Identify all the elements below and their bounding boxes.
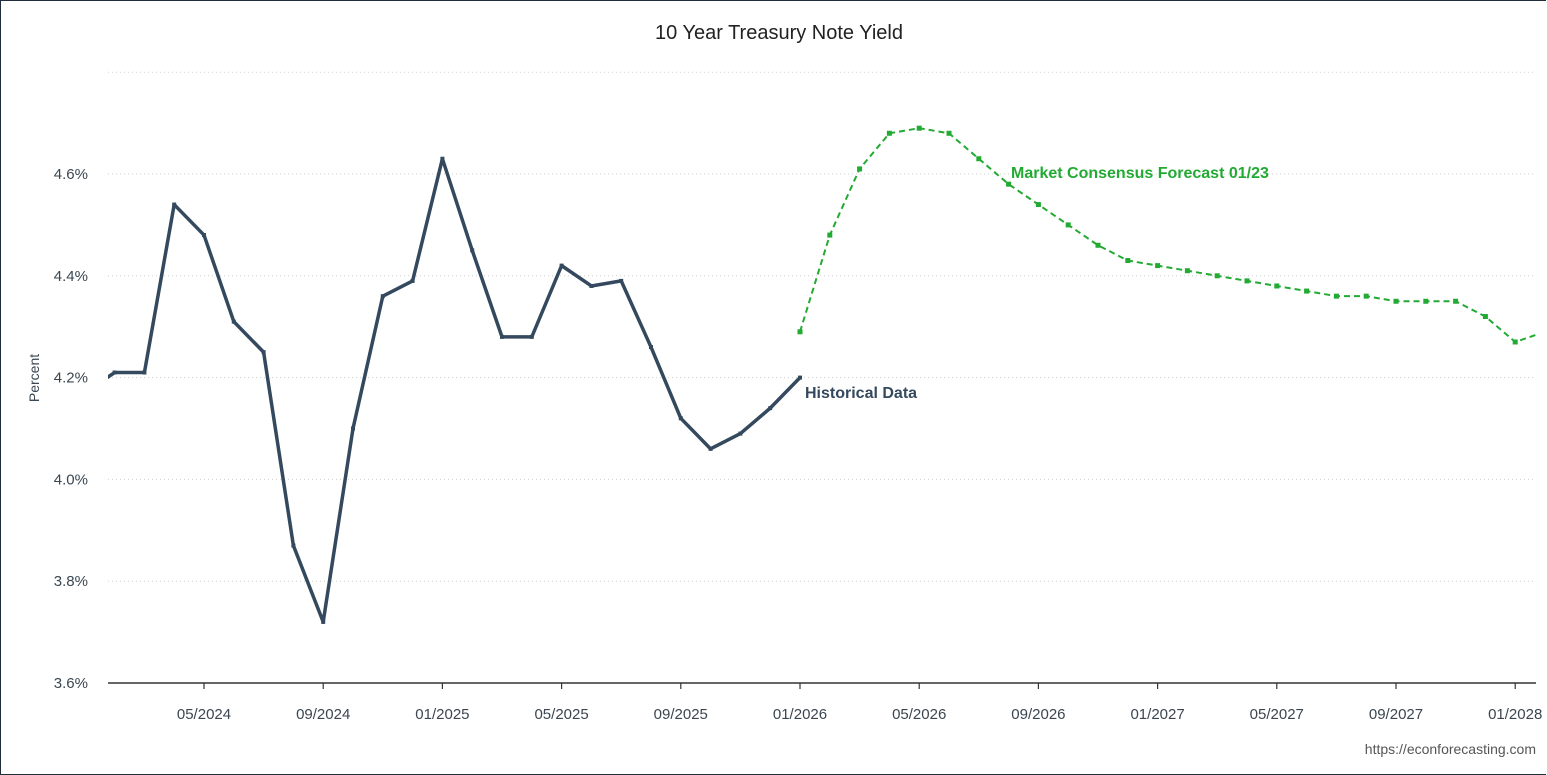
historical-line bbox=[108, 156, 802, 624]
x-tick-label: 01/2027 bbox=[1130, 706, 1184, 723]
x-tick-label: 09/2025 bbox=[654, 706, 708, 723]
historical-point bbox=[231, 319, 236, 324]
x-tick-label: 09/2027 bbox=[1369, 706, 1423, 723]
forecast-point bbox=[1453, 298, 1459, 304]
forecast-point bbox=[1423, 298, 1429, 304]
forecast-annotation: Market Consensus Forecast 01/23 bbox=[1011, 165, 1269, 182]
forecast-point bbox=[1184, 268, 1190, 274]
historical-point bbox=[112, 370, 117, 375]
historical-point bbox=[321, 619, 326, 624]
historical-point bbox=[768, 406, 773, 411]
forecast-series bbox=[797, 125, 1547, 345]
historical-point bbox=[619, 278, 624, 283]
historical-point bbox=[470, 248, 475, 253]
y-tick-label: 3.6% bbox=[54, 675, 88, 692]
historical-point bbox=[261, 350, 266, 355]
forecast-point bbox=[857, 166, 863, 172]
x-tick-label: 09/2026 bbox=[1011, 706, 1065, 723]
forecast-point bbox=[1304, 288, 1310, 294]
forecast-point bbox=[1214, 273, 1220, 279]
source-credit: https://econforecasting.com bbox=[1365, 741, 1536, 757]
forecast-point bbox=[1363, 293, 1369, 299]
x-tick-label: 09/2024 bbox=[296, 706, 350, 723]
plot-area bbox=[83, 125, 1547, 624]
forecast-point bbox=[1035, 202, 1041, 208]
historical-point bbox=[798, 375, 802, 380]
forecast-point bbox=[1155, 263, 1161, 269]
forecast-point bbox=[946, 130, 952, 136]
historical-point bbox=[529, 334, 534, 339]
y-axis-label: Percent bbox=[26, 354, 42, 402]
y-tick-label: 4.0% bbox=[54, 471, 88, 488]
y-tick-label: 4.6% bbox=[54, 166, 88, 183]
forecast-point bbox=[1393, 298, 1399, 304]
x-tick-label: 05/2026 bbox=[892, 706, 946, 723]
grid-lines bbox=[108, 71, 1536, 582]
forecast-point bbox=[1274, 283, 1280, 289]
historical-point bbox=[440, 156, 445, 161]
historical-point bbox=[410, 278, 415, 283]
forecast-point bbox=[1125, 258, 1131, 264]
x-tick-label: 05/2024 bbox=[177, 706, 231, 723]
y-tick-label: 4.4% bbox=[54, 268, 88, 285]
forecast-point bbox=[1065, 222, 1071, 228]
historical-point bbox=[559, 263, 564, 268]
forecast-point bbox=[797, 329, 803, 335]
historical-point bbox=[351, 426, 355, 431]
x-tick-label: 01/2026 bbox=[773, 706, 827, 723]
historical-point bbox=[291, 543, 296, 548]
y-tick-label: 4.2% bbox=[54, 370, 88, 387]
y-axis: 3.6% 3.8% 4.0% 4.2% 4.4% 4.6% bbox=[54, 166, 88, 692]
historical-point bbox=[380, 294, 385, 299]
forecast-point bbox=[1543, 329, 1547, 334]
historical-point bbox=[708, 446, 713, 451]
y-tick-label: 3.8% bbox=[54, 573, 88, 590]
forecast-point bbox=[1006, 181, 1012, 187]
forecast-point bbox=[1095, 242, 1101, 248]
historical-point bbox=[202, 233, 206, 238]
forecast-point bbox=[886, 130, 892, 136]
historical-point bbox=[83, 391, 87, 395]
x-tick-label: 01/2025 bbox=[415, 706, 469, 723]
forecast-point bbox=[976, 156, 982, 162]
chart-title: 10 Year Treasury Note Yield bbox=[655, 22, 903, 44]
historical-point bbox=[649, 345, 653, 350]
historical-point bbox=[738, 431, 743, 436]
x-axis: 05/2024 09/2024 01/2025 05/2025 09/2025 01/20… bbox=[108, 682, 1542, 723]
forecast-line bbox=[799, 127, 1536, 343]
forecast-point bbox=[1512, 339, 1518, 345]
historical-point bbox=[172, 202, 177, 207]
forecast-point bbox=[827, 232, 833, 238]
forecast-point bbox=[916, 125, 922, 131]
forecast-point bbox=[1482, 314, 1488, 320]
forecast-point bbox=[1244, 278, 1250, 284]
historical-series bbox=[83, 156, 802, 624]
x-tick-label: 05/2025 bbox=[534, 706, 588, 723]
historical-point bbox=[142, 370, 147, 375]
x-tick-label: 01/2028 bbox=[1488, 706, 1542, 723]
historical-point bbox=[500, 334, 504, 339]
x-tick-label: 05/2027 bbox=[1250, 706, 1304, 723]
forecast-point bbox=[1333, 293, 1339, 299]
historical-point bbox=[589, 283, 594, 288]
historical-data-annotation: Historical Data bbox=[805, 385, 917, 402]
historical-point bbox=[678, 416, 683, 421]
